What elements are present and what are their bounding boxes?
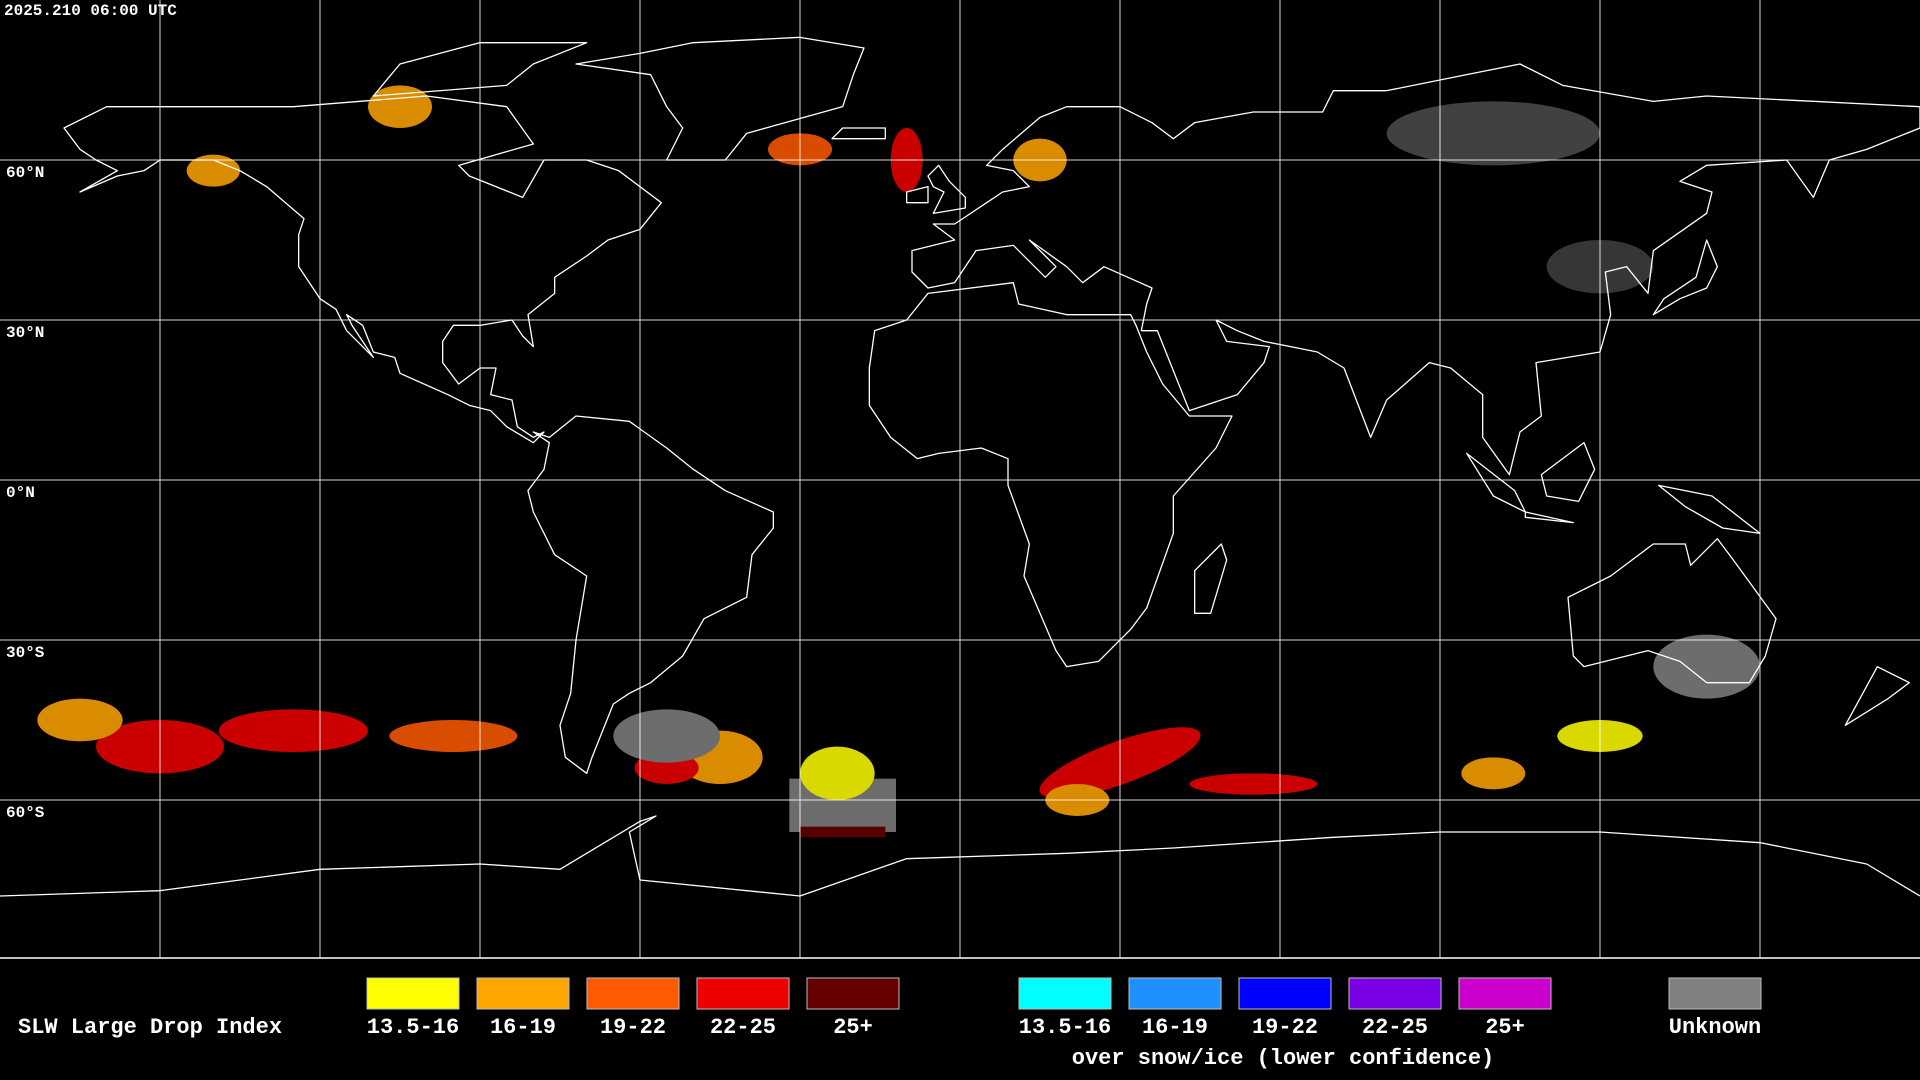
legend-label: 19-22	[600, 1015, 666, 1040]
graticule: 60°N 30°N 0°N 30°S 60°S	[0, 0, 1920, 958]
legend-label: 13.5-16	[1019, 1015, 1111, 1040]
timestamp: 2025.210 06:00 UTC	[4, 2, 177, 20]
legend-swatch	[476, 977, 570, 1010]
legend-label: 22-25	[1362, 1015, 1428, 1040]
legend-swatch	[366, 977, 460, 1010]
legend-label: 13.5-16	[367, 1015, 459, 1040]
legend-panel	[0, 958, 1920, 1080]
legend-title: SLW Large Drop Index	[18, 1015, 282, 1040]
legend-label: Unknown	[1669, 1015, 1761, 1040]
legend-swatch	[586, 977, 680, 1010]
lat-label: 60°S	[6, 804, 45, 822]
legend-label: 25+	[833, 1015, 873, 1040]
legend-swatch	[1238, 977, 1332, 1010]
legend-swatch	[1348, 977, 1442, 1010]
legend-swatch	[1018, 977, 1112, 1010]
lat-label: 0°N	[6, 484, 35, 502]
legend-label: 16-19	[490, 1015, 556, 1040]
legend-label: 16-19	[1142, 1015, 1208, 1040]
legend-swatch	[696, 977, 790, 1010]
snow-caption: over snow/ice (lower confidence)	[1072, 1046, 1494, 1071]
lat-label: 60°N	[6, 164, 44, 182]
legend-label: 25+	[1485, 1015, 1525, 1040]
lat-label: 30°S	[6, 644, 45, 662]
legend-label: 19-22	[1252, 1015, 1318, 1040]
legend-swatch	[1668, 977, 1762, 1010]
legend-label: 22-25	[710, 1015, 776, 1040]
map: 60°N 30°N 0°N 30°S 60°S 2025.210 06:00 UTC	[0, 0, 1920, 958]
legend: SLW Large Drop Index over snow/ice (lowe…	[18, 977, 1762, 1071]
legend-swatch	[806, 977, 900, 1010]
legend-swatch	[1128, 977, 1222, 1010]
legend-swatch	[1458, 977, 1552, 1010]
lat-label: 30°N	[6, 324, 44, 342]
